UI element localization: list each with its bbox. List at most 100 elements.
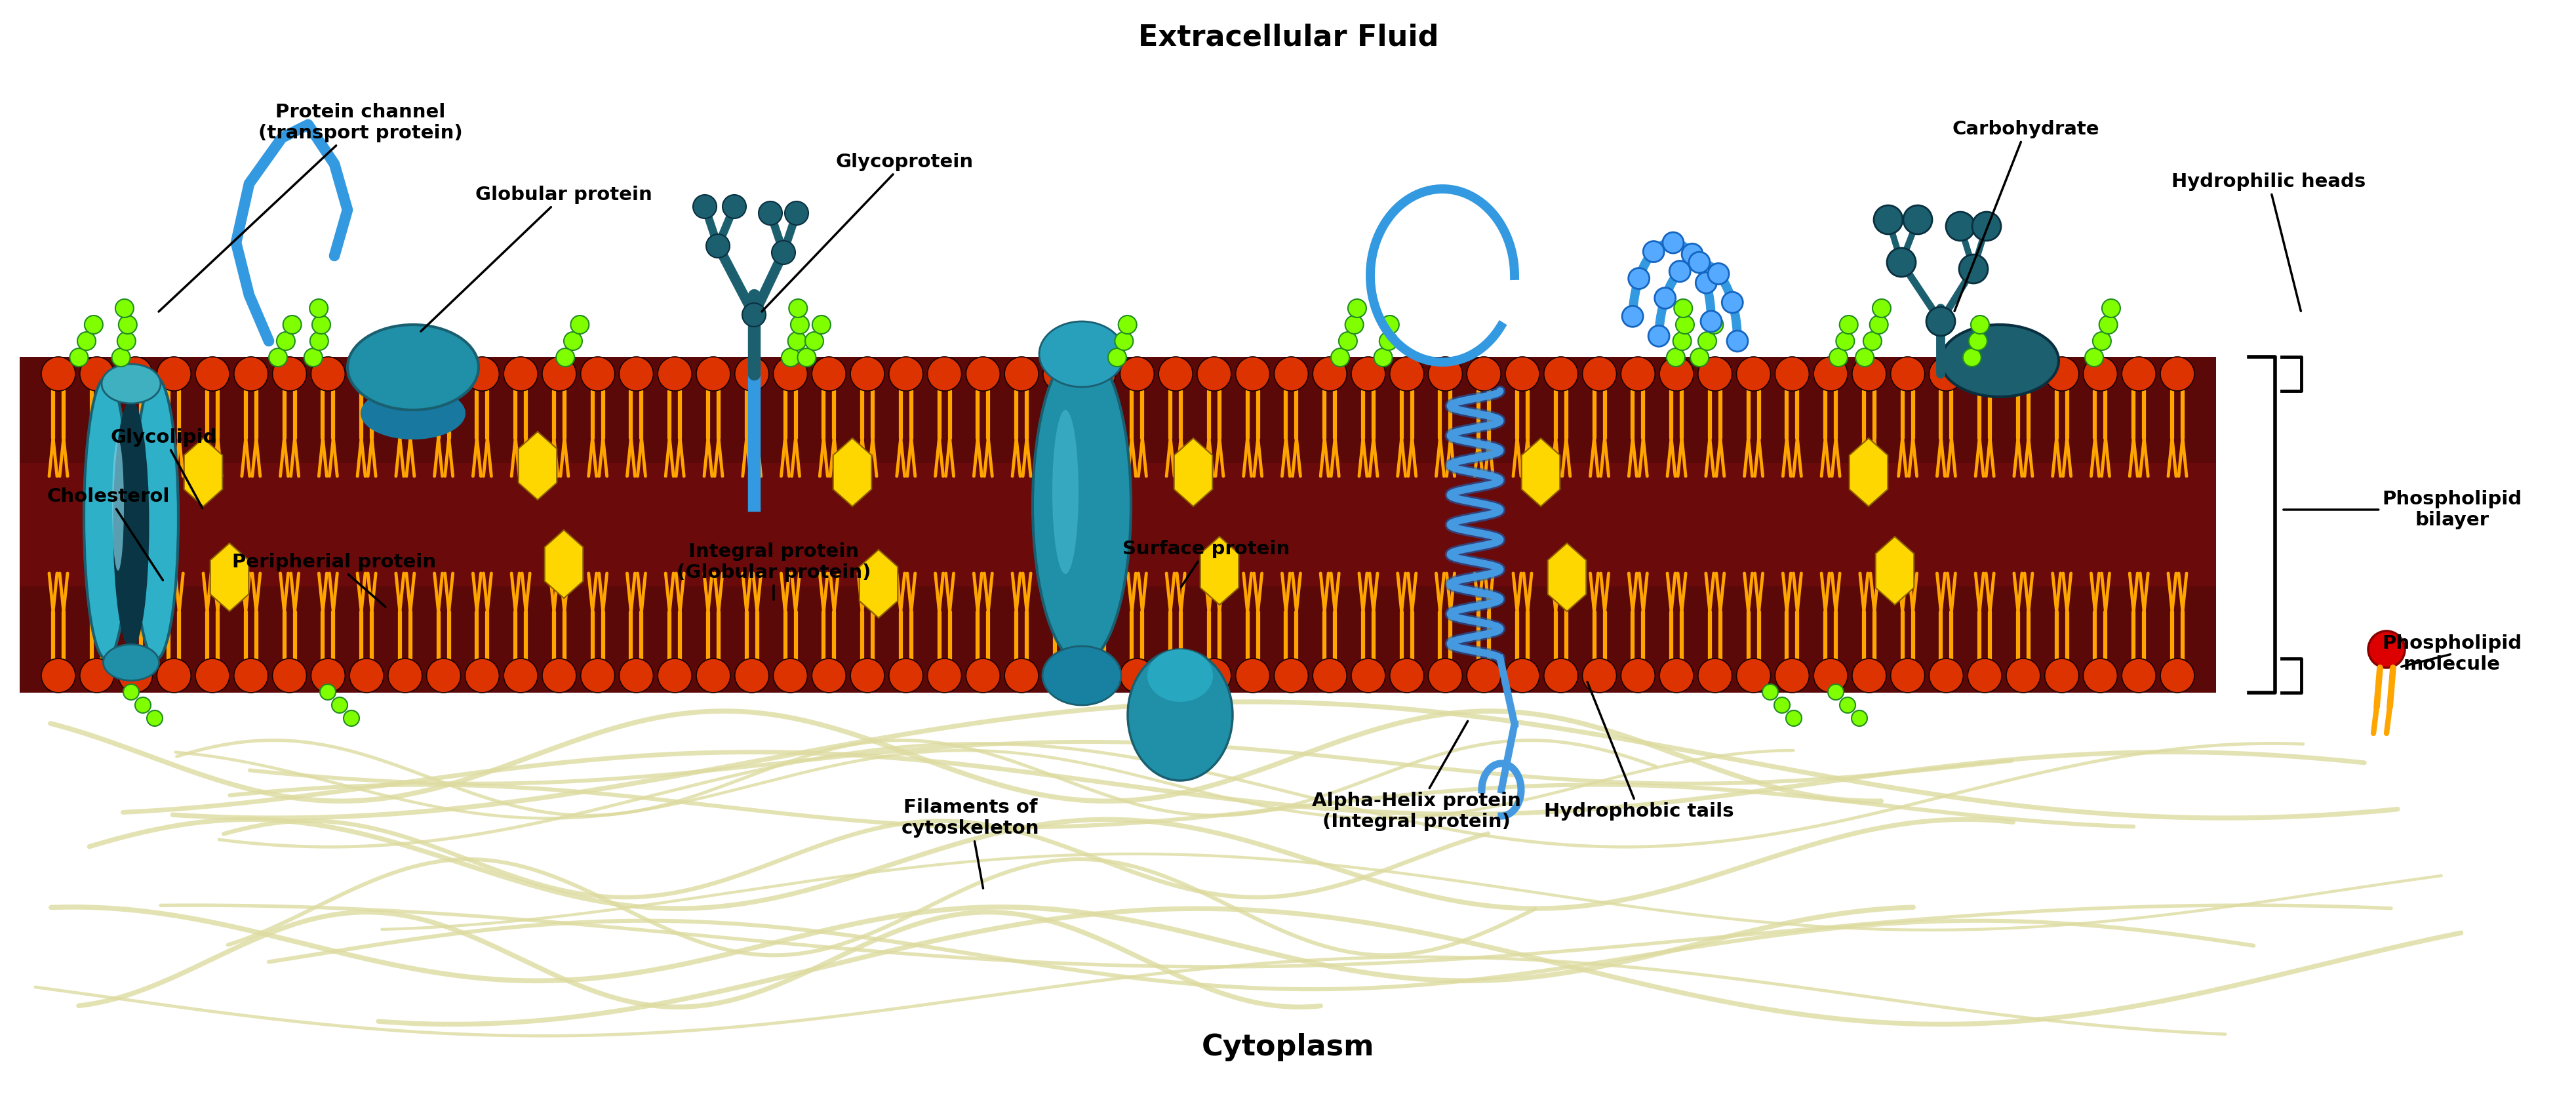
Circle shape — [41, 356, 75, 390]
Circle shape — [742, 302, 765, 327]
Circle shape — [580, 356, 616, 390]
Circle shape — [502, 659, 538, 693]
Circle shape — [312, 356, 345, 390]
Circle shape — [773, 356, 806, 390]
Polygon shape — [860, 550, 896, 618]
Circle shape — [1968, 659, 2002, 693]
Circle shape — [157, 356, 191, 390]
Circle shape — [1582, 356, 1615, 390]
Circle shape — [1929, 356, 1963, 390]
Ellipse shape — [1038, 321, 1123, 387]
Ellipse shape — [1128, 649, 1231, 781]
Circle shape — [111, 349, 131, 366]
Circle shape — [157, 659, 191, 693]
Circle shape — [268, 349, 286, 366]
Text: Alpha-Helix protein
(Integral protein): Alpha-Helix protein (Integral protein) — [1311, 722, 1520, 832]
Circle shape — [80, 659, 113, 693]
Circle shape — [1674, 316, 1692, 334]
Circle shape — [2120, 356, 2156, 390]
Circle shape — [850, 356, 884, 390]
Polygon shape — [832, 438, 871, 506]
Circle shape — [850, 659, 884, 693]
Circle shape — [1350, 356, 1386, 390]
Circle shape — [696, 356, 729, 390]
Circle shape — [580, 659, 616, 693]
Circle shape — [1870, 316, 1888, 334]
Circle shape — [2367, 631, 2403, 668]
Circle shape — [1695, 273, 1716, 294]
Circle shape — [312, 659, 345, 693]
Circle shape — [1667, 349, 1685, 366]
Polygon shape — [1850, 438, 1888, 506]
Polygon shape — [518, 431, 556, 499]
Circle shape — [1643, 241, 1664, 262]
Circle shape — [811, 659, 845, 693]
Circle shape — [564, 332, 582, 350]
Circle shape — [1121, 659, 1154, 693]
Circle shape — [2045, 356, 2079, 390]
Text: Phospholipid
molecule: Phospholipid molecule — [2383, 635, 2522, 674]
Circle shape — [1775, 659, 1808, 693]
Ellipse shape — [361, 387, 466, 440]
Circle shape — [1654, 288, 1674, 309]
Circle shape — [791, 316, 809, 334]
Circle shape — [1623, 306, 1643, 327]
Circle shape — [1971, 316, 1989, 334]
Polygon shape — [544, 530, 582, 598]
Ellipse shape — [348, 324, 479, 410]
Ellipse shape — [103, 645, 160, 681]
Circle shape — [1927, 307, 1955, 336]
Circle shape — [116, 299, 134, 318]
Circle shape — [134, 697, 152, 713]
Circle shape — [1311, 356, 1347, 390]
Circle shape — [1504, 356, 1538, 390]
Circle shape — [1700, 311, 1721, 332]
Circle shape — [1332, 349, 1350, 366]
Text: Protein channel
(transport protein): Protein channel (transport protein) — [160, 103, 464, 311]
Circle shape — [1669, 261, 1690, 282]
Circle shape — [1388, 659, 1425, 693]
Circle shape — [85, 316, 103, 334]
Circle shape — [1971, 212, 2002, 241]
Circle shape — [1708, 263, 1728, 284]
Circle shape — [1814, 356, 1847, 390]
Circle shape — [770, 241, 796, 264]
Text: Cholesterol: Cholesterol — [46, 487, 170, 581]
Circle shape — [1886, 248, 1917, 277]
Circle shape — [721, 195, 747, 219]
Circle shape — [1839, 697, 1855, 713]
Ellipse shape — [100, 364, 160, 404]
Circle shape — [541, 356, 577, 390]
Circle shape — [118, 316, 137, 334]
Circle shape — [309, 332, 327, 350]
Polygon shape — [183, 438, 222, 506]
Circle shape — [2159, 659, 2195, 693]
Circle shape — [734, 659, 768, 693]
Circle shape — [1504, 659, 1538, 693]
Circle shape — [1736, 356, 1770, 390]
Circle shape — [556, 349, 574, 366]
Circle shape — [1649, 326, 1669, 346]
Circle shape — [2045, 659, 2079, 693]
Circle shape — [1945, 212, 1973, 241]
Circle shape — [927, 659, 961, 693]
Circle shape — [1721, 292, 1741, 313]
Circle shape — [618, 659, 654, 693]
Circle shape — [1873, 206, 1901, 234]
Polygon shape — [1522, 438, 1558, 506]
Circle shape — [734, 356, 768, 390]
Ellipse shape — [1940, 324, 2058, 397]
Circle shape — [428, 356, 461, 390]
Text: Integral protein
(Globular protein): Integral protein (Globular protein) — [677, 542, 871, 600]
Polygon shape — [1548, 543, 1587, 612]
Circle shape — [1672, 332, 1690, 350]
Circle shape — [1466, 356, 1502, 390]
Circle shape — [1043, 356, 1077, 390]
Circle shape — [1236, 356, 1270, 390]
Circle shape — [786, 201, 809, 226]
Circle shape — [343, 711, 358, 726]
Circle shape — [1005, 356, 1038, 390]
Circle shape — [1829, 349, 1847, 366]
Circle shape — [389, 356, 422, 390]
Ellipse shape — [1146, 649, 1213, 702]
